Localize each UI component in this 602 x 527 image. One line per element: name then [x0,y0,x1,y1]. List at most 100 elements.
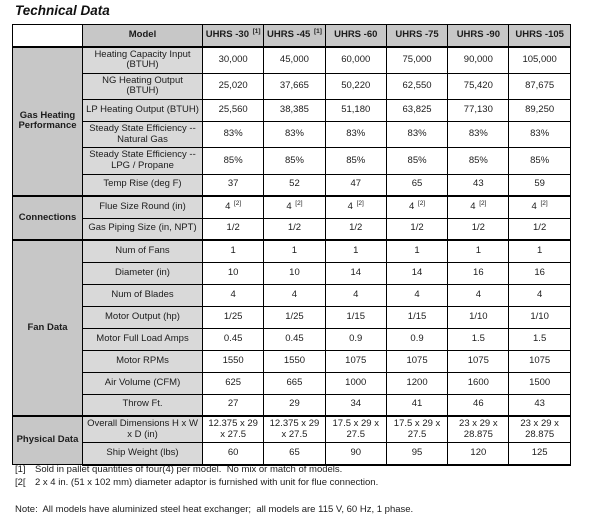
table-row: Throw Ft. 27 29 34 41 46 43 [13,393,571,417]
footnote-marker: [1] [15,464,26,475]
value-cell: 1075 [385,349,449,373]
value-cell: 1.5 [508,327,571,351]
value-cell: 125 [508,442,571,466]
value-cell: 1/2 [263,217,326,241]
group-cell: Physical Data [12,415,83,466]
value-cell: 77,130 [447,99,510,122]
technical-data-table: Model UHRS -30 [1] UHRS -45 [1] UHRS -60 UH… [12,24,571,466]
value-cell: 51,180 [324,99,387,122]
value-cell: 16 [447,261,510,285]
value-cell: 1/15 [324,305,387,329]
footnote: [2[2 x 4 in. (51 x 102 mm) diameter adap… [15,477,378,488]
value-cell: 4 [508,283,571,307]
value-cell: 65 [385,173,449,197]
footnote-ref: [1] [252,28,261,36]
value-cell: 4 [2] [508,195,571,219]
group-cell: Gas Heating Performance [12,45,83,197]
footnote-ref: [2] [540,200,548,208]
value-cell: 50,220 [324,72,387,101]
column-header-uhrs-30: UHRS -30 [1] [201,24,265,47]
value-cell: 85% [508,147,571,175]
value-cell: 16 [508,261,571,285]
value-cell: 1/2 [385,217,449,241]
table-row: Ship Weight (lbs) 60 65 90 95 120 125 [13,442,571,466]
value-cell: 12.375 x 29 x 27.5 [263,415,326,444]
table-row: Temp Rise (deg F) 37 52 47 65 43 59 [13,173,571,197]
value-cell: 83% [447,120,510,149]
value-cell: 1 [201,239,265,263]
footnote-ref: [2] [356,200,364,208]
value-cell: 25,020 [201,72,265,101]
value-cell: 4 [2] [447,195,510,219]
value-cell: 85% [385,147,449,175]
row-label-cell: Throw Ft. [82,393,203,417]
table-row: Gas Heating Performance Heating Capacity … [12,45,571,197]
value-cell: 34 [324,393,387,417]
column-header-uhrs-90: UHRS -90 [447,24,510,47]
value-cell: 90 [324,442,387,466]
value-cell: 1/2 [324,217,387,241]
value-cell: 0.9 [385,327,449,351]
value-cell: 4 [2] [324,195,387,219]
value-cell: 1/2 [447,217,510,241]
value-cell: 1075 [324,349,387,373]
value-cell: 25,560 [201,99,265,122]
value-cell: 105,000 [508,45,571,74]
value-cell: 120 [447,442,510,466]
value-cell: 23 x 29 x 28.875 [508,415,571,444]
row-label-cell: Diameter (in) [82,261,203,285]
footnote-ref: [2] [295,200,303,208]
value-cell: 1 [508,239,571,263]
table-row: Steady State Efficiency -- Natural Gas 83… [13,120,571,149]
value-cell: 83% [201,120,265,149]
value-cell: 1600 [447,371,510,395]
value-cell: 89,250 [508,99,571,122]
value-cell: 41 [385,393,449,417]
table-corner-spacer [12,24,83,47]
row-label-cell: Steady State Efficiency -- LPG / Propane [82,147,203,175]
table-row: Diameter (in) 10 10 14 14 16 16 [13,261,571,285]
row-label-cell: Overall Dimensions H x W x D (in) [82,415,203,444]
value-cell: 60 [201,442,265,466]
table-row: Gas Piping Size (in, NPT) 1/2 1/2 1/2 1/2 1/2… [13,217,571,241]
value-cell: 4 [201,283,265,307]
column-header-model: Model [82,24,203,47]
row-label-cell: NG Heating Output (BTUH) [82,72,203,101]
value-cell: 90,000 [447,45,510,74]
value-cell: 83% [508,120,571,149]
value-cell: 1 [263,239,326,263]
value-cell: 4 [2] [263,195,326,219]
table-row: Connections Flue Size Round (in) 4 [2] 4 [2… [12,195,571,241]
row-label-cell: LP Heating Output (BTUH) [82,99,203,122]
row-label-cell: Air Volume (CFM) [82,371,203,395]
row-label-cell: Heating Capacity Input (BTUH) [82,45,203,74]
footnote-text: Sold in pallet quantities of four(4) per… [35,464,343,475]
row-label-cell: Motor Full Load Amps [82,327,203,351]
value-cell: 14 [324,261,387,285]
value-cell: 1/25 [201,305,265,329]
value-cell: 1/10 [447,305,510,329]
value-cell: 0.45 [201,327,265,351]
row-label-cell: Temp Rise (deg F) [82,173,203,197]
table-row: Motor Full Load Amps 0.45 0.45 0.9 0.9 1.5 1.5 [13,327,571,351]
value-cell: 45,000 [263,45,326,74]
footnote-text: 2 x 4 in. (51 x 102 mm) diameter adaptor… [35,477,379,488]
value-cell: 75,000 [385,45,449,74]
value-cell: 27 [201,393,265,417]
value-cell: 85% [447,147,510,175]
footnote-ref: [1] [313,28,322,36]
footnote: [1] Sold in pallet quantities of four(4) … [15,464,378,475]
value-cell: 46 [447,393,510,417]
footnote-ref: [2] [479,200,487,208]
value-cell: 47 [324,173,387,197]
note-line: Note: All models have aluminized steel h… [15,504,414,515]
column-header-uhrs-60: UHRS -60 [324,24,387,47]
table-row: Motor Output (hp) 1/25 1/25 1/15 1/15 1/10 1/1… [13,305,571,329]
value-cell: 83% [263,120,326,149]
value-cell: 4 [385,283,449,307]
table-row: Air Volume (CFM) 625 665 1000 1200 1600 1500 [13,371,571,395]
value-cell: 60,000 [324,45,387,74]
value-cell: 1/15 [385,305,449,329]
group-cell: Fan Data [12,239,83,417]
